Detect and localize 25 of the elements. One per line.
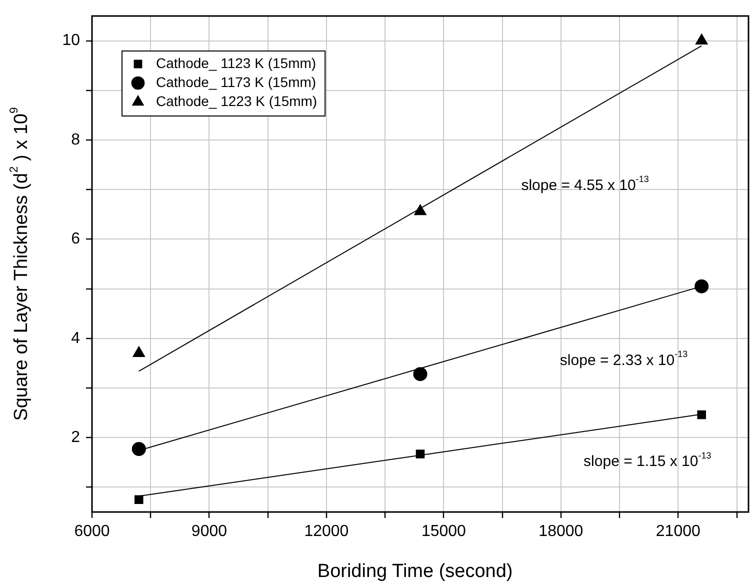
point bbox=[694, 279, 709, 294]
point bbox=[416, 450, 425, 458]
legend-label: Cathode_ 1173 K (15mm) bbox=[156, 74, 316, 90]
x-tick-label: 6000 bbox=[74, 523, 110, 540]
point bbox=[695, 34, 708, 45]
y-tick-label: 8 bbox=[71, 131, 80, 148]
y-tick-label: 6 bbox=[71, 230, 80, 248]
point bbox=[414, 204, 426, 216]
x-tick-label: 15000 bbox=[421, 523, 466, 540]
point bbox=[697, 410, 706, 420]
x-axis-title: Boriding Time (second) bbox=[317, 561, 513, 582]
legend-label: Cathode_ 1123 K (15mm) bbox=[156, 54, 316, 71]
point bbox=[134, 495, 144, 504]
x-tick-label: 12000 bbox=[304, 523, 349, 540]
point bbox=[132, 346, 146, 358]
y-tick-label: 4 bbox=[71, 330, 80, 347]
point bbox=[413, 367, 428, 382]
y-tick-label: 2 bbox=[71, 429, 80, 446]
y-axis-title: Square of Layer Thickness (d2 ) x 109 bbox=[8, 107, 32, 421]
y-tick-label: 10 bbox=[62, 32, 80, 50]
legend-label: Cathode_ 1223 K (15mm) bbox=[156, 92, 318, 109]
x-tick-label: 21000 bbox=[656, 523, 701, 540]
point bbox=[132, 442, 146, 456]
x-tick-label: 9000 bbox=[191, 523, 228, 540]
x-tick-label: 18000 bbox=[538, 523, 584, 540]
